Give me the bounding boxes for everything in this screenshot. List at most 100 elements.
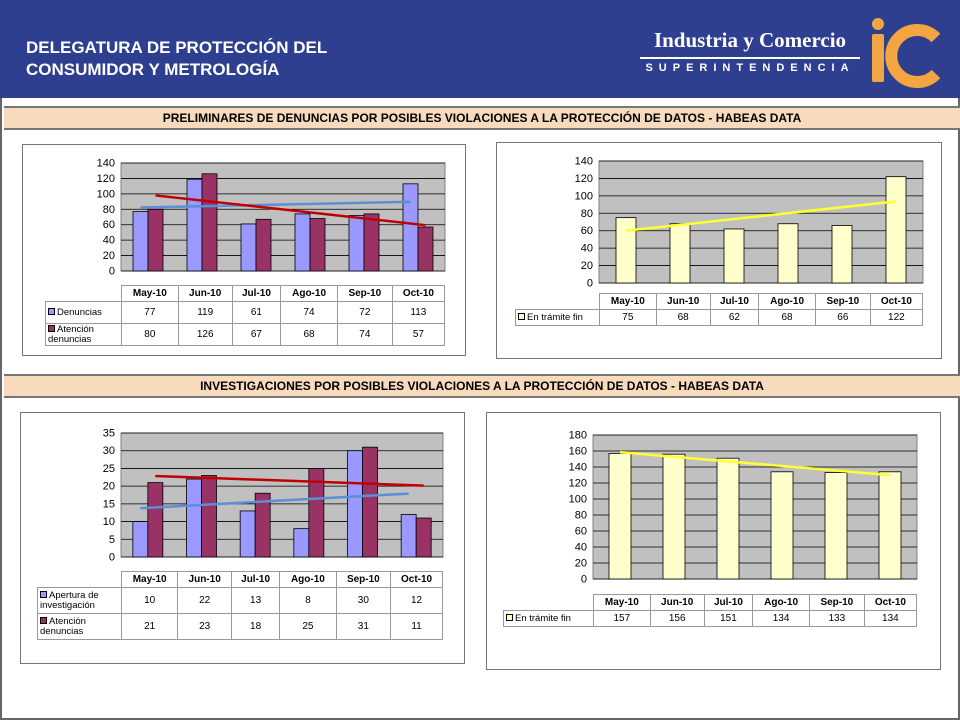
table-row: Denuncias 77 119 61 74 72 113: [45, 301, 446, 324]
data-table: May-10 Jun-10 Jul-10 Ago-10 Sep-10 Oct-10 En t…: [515, 293, 924, 326]
bar: [402, 183, 419, 272]
chart-panel-tramite-preliminares: 0 20 40 60 80 100 120 140 May-10 Jun-10 Jul-10 Ago-…: [496, 142, 942, 359]
series-name: En trámite fin: [527, 311, 583, 323]
bar: [831, 225, 853, 284]
section-title-investigaciones: INVESTIGACIONES POR POSIBLES VIOLACIONES…: [4, 374, 960, 398]
brand-block: Industria y Comercio SUPERINTENDENCIA: [640, 28, 860, 74]
y-tick-label: 60: [103, 219, 115, 231]
data-label: 68: [655, 309, 711, 326]
bar: [417, 226, 434, 272]
data-label: 21: [120, 613, 179, 640]
x-tick-label: Jul-10: [231, 285, 282, 302]
bar: [201, 475, 217, 558]
page-title-line1: DELEGATURA DE PROTECCIÓN DEL: [26, 38, 328, 57]
x-tick-label: Ago-10: [758, 293, 816, 310]
table-corner: [516, 294, 600, 310]
brand-name: Industria y Comercio: [653, 28, 847, 52]
trendline: [625, 200, 897, 232]
data-label: 74: [280, 301, 338, 324]
trendline: [140, 492, 409, 510]
x-tick-label: May-10: [593, 594, 651, 611]
chart-panel-tramite-investigaciones: 0 20 40 60 80 100 120 140 160 180 May-10 Jun-10 Jul-…: [486, 412, 941, 670]
series-name: En trámite fin: [515, 612, 571, 624]
data-label: 10: [120, 587, 179, 614]
bar: [716, 457, 740, 580]
data-label: 133: [808, 610, 865, 627]
bar: [777, 223, 799, 284]
bar: [770, 471, 794, 580]
y-tick-label: 160: [569, 446, 587, 458]
y-tick-label: 25: [103, 463, 115, 475]
x-tick-label: Sep-10: [335, 571, 392, 588]
brand-divider: [640, 57, 860, 59]
trendline: [140, 200, 411, 209]
table-corner: [38, 572, 122, 588]
y-tick-label: 5: [109, 534, 115, 546]
x-tick-label: Jun-10: [649, 594, 705, 611]
data-label: 151: [703, 610, 754, 627]
y-tick-label: 140: [97, 158, 115, 170]
y-tick-label: 120: [569, 478, 587, 490]
x-tick-label: Oct-10: [869, 293, 924, 310]
data-label: 80: [121, 323, 179, 346]
bar: [255, 218, 272, 272]
bar: [415, 517, 432, 558]
x-tick-label: Sep-10: [336, 285, 393, 302]
bar: [308, 468, 325, 558]
y-tick-label: 40: [581, 243, 593, 255]
data-label: 68: [758, 309, 816, 326]
y-tick-label: 35: [103, 428, 115, 440]
table-header-row: May-10 Jun-10 Jul-10 Ago-10 Sep-10 Oct-10: [516, 293, 924, 310]
data-label: 18: [230, 613, 281, 640]
y-tick-label: 140: [575, 156, 593, 168]
table-row: En trámite fin 157 156 151 134 133 134: [503, 610, 918, 627]
data-label: 23: [177, 613, 232, 640]
bar: [615, 217, 637, 284]
data-table: May-10 Jun-10 Jul-10 Ago-10 Sep-10 Oct-10 En t…: [503, 594, 918, 627]
x-tick-label: Oct-10: [390, 571, 443, 588]
x-tick-label: Ago-10: [752, 594, 810, 611]
data-label: 30: [335, 587, 392, 614]
page-title: DELEGATURA DE PROTECCIÓN DEL CONSUMIDOR …: [26, 37, 446, 81]
data-label: 61: [231, 301, 282, 324]
data-label: 22: [177, 587, 232, 614]
trendline: [155, 474, 424, 487]
bar: [147, 482, 164, 558]
legend-key-icon: [48, 308, 55, 316]
series-name: Apertura de investigación: [40, 589, 99, 611]
legend-entry: Atención denuncias: [37, 613, 122, 640]
bar: [608, 453, 632, 580]
data-label: 126: [177, 323, 233, 346]
y-tick-label: 0: [109, 552, 115, 564]
table-header-row: May-10 Jun-10 Jul-10 Ago-10 Sep-10 Oct-10: [504, 594, 918, 611]
bar: [723, 228, 745, 284]
y-tick-label: 15: [103, 498, 115, 510]
sic-logo-icon: [872, 18, 940, 88]
chart-svg: 0 20 40 60 80 100 120 140: [97, 158, 446, 278]
section-title-preliminares: PRELIMINARES DE DENUNCIAS POR POSIBLES V…: [4, 106, 960, 130]
data-label: 113: [391, 301, 446, 324]
bar: [240, 223, 257, 272]
legend-key-icon: [518, 313, 525, 321]
x-tick-label: May-10: [120, 571, 179, 588]
data-label: 77: [121, 301, 179, 324]
legend-entry: Denuncias: [45, 301, 122, 324]
series-name: Denuncias: [57, 306, 102, 318]
data-label: 134: [863, 610, 918, 627]
y-tick-label: 60: [581, 225, 593, 237]
bar: [186, 478, 202, 558]
series-name: Atención denuncias: [48, 323, 94, 345]
y-tick-label: 120: [97, 173, 115, 185]
plot-area: [592, 434, 918, 580]
y-tick-label: 40: [103, 235, 115, 247]
x-tick-label: May-10: [599, 293, 657, 310]
data-label: 11: [390, 613, 443, 640]
chart-svg: 0 20 40 60 80 100 120 140 160 180: [569, 430, 918, 586]
x-tick-label: Jun-10: [177, 285, 233, 302]
y-tick-label: 20: [103, 250, 115, 262]
y-tick-label: 0: [581, 574, 587, 586]
y-tick-label: 20: [581, 260, 593, 272]
bar: [669, 223, 691, 284]
bar: [824, 472, 848, 580]
y-tick-label: 20: [575, 558, 587, 570]
